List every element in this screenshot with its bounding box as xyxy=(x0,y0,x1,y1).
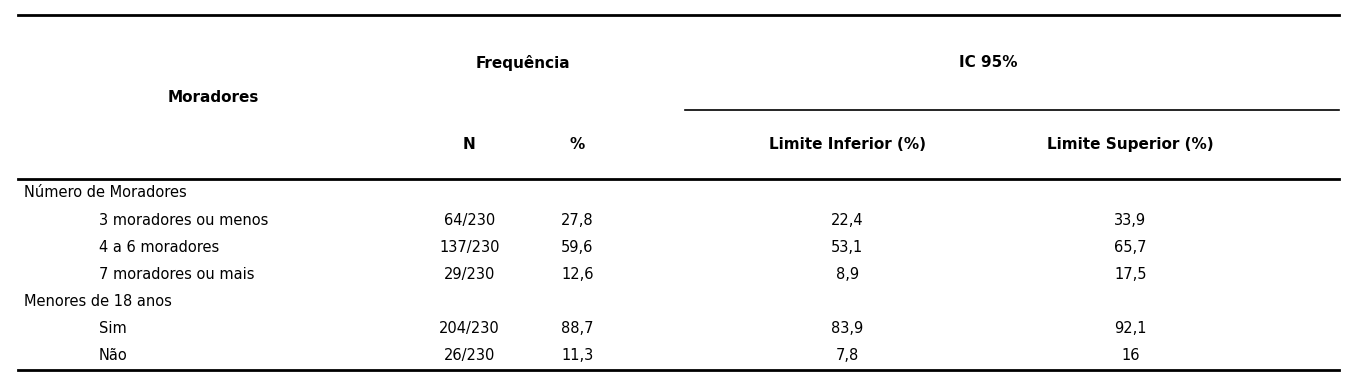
Text: 7 moradores ou mais: 7 moradores ou mais xyxy=(99,267,254,282)
Text: 29/230: 29/230 xyxy=(444,267,495,282)
Text: 204/230: 204/230 xyxy=(440,321,499,336)
Text: 88,7: 88,7 xyxy=(560,321,593,336)
Text: 17,5: 17,5 xyxy=(1114,267,1147,282)
Text: 26/230: 26/230 xyxy=(444,348,495,363)
Text: N: N xyxy=(463,137,476,152)
Text: Frequência: Frequência xyxy=(476,55,571,70)
Text: IC 95%: IC 95% xyxy=(959,55,1018,70)
Text: 92,1: 92,1 xyxy=(1114,321,1147,336)
Text: Limite Superior (%): Limite Superior (%) xyxy=(1048,137,1213,152)
Text: 33,9: 33,9 xyxy=(1114,213,1147,228)
Text: 137/230: 137/230 xyxy=(440,240,499,255)
Text: 64/230: 64/230 xyxy=(444,213,495,228)
Text: 8,9: 8,9 xyxy=(836,267,859,282)
Text: Menores de 18 anos: Menores de 18 anos xyxy=(24,294,172,309)
Text: 65,7: 65,7 xyxy=(1114,240,1147,255)
Text: 3 moradores ou menos: 3 moradores ou menos xyxy=(99,213,267,228)
Text: 27,8: 27,8 xyxy=(560,213,593,228)
Text: Sim: Sim xyxy=(99,321,126,336)
Text: 83,9: 83,9 xyxy=(830,321,863,336)
Text: 4 a 6 moradores: 4 a 6 moradores xyxy=(99,240,218,255)
Text: 7,8: 7,8 xyxy=(836,348,859,363)
Text: Não: Não xyxy=(99,348,128,363)
Text: 11,3: 11,3 xyxy=(562,348,593,363)
Text: 59,6: 59,6 xyxy=(562,240,593,255)
Text: 22,4: 22,4 xyxy=(830,213,863,228)
Text: Número de Moradores: Número de Moradores xyxy=(24,186,187,201)
Text: 53,1: 53,1 xyxy=(830,240,863,255)
Text: Moradores: Moradores xyxy=(167,90,259,105)
Text: 16: 16 xyxy=(1121,348,1140,363)
Text: Limite Inferior (%): Limite Inferior (%) xyxy=(768,137,925,152)
Text: %: % xyxy=(570,137,585,152)
Text: 12,6: 12,6 xyxy=(560,267,593,282)
